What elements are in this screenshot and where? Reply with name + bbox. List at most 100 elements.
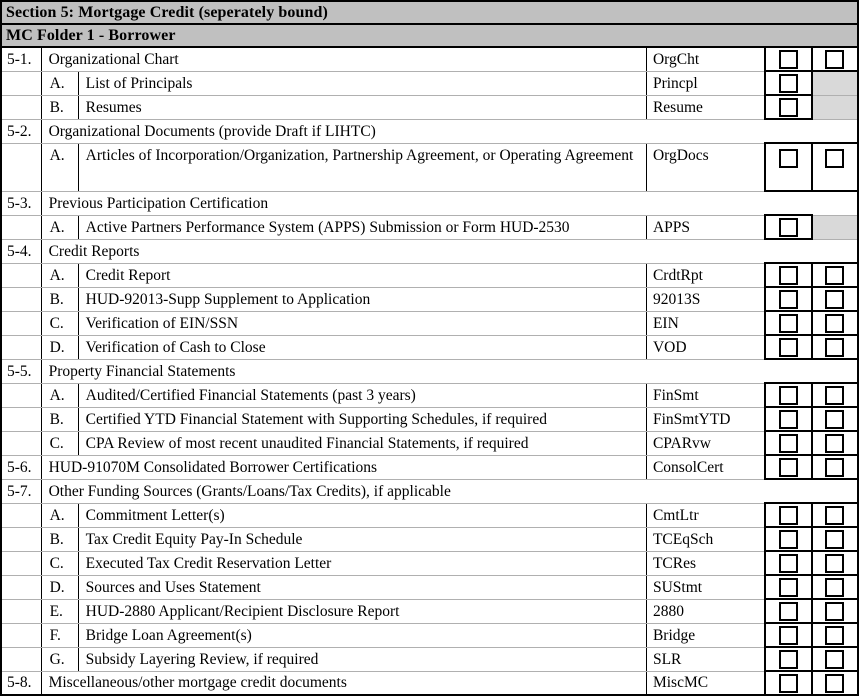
checkbox-CrdtRpt-2[interactable]: [825, 266, 845, 285]
checkbox-MiscMC-1[interactable]: [778, 674, 798, 693]
checkbox-2880-2[interactable]: [825, 602, 845, 621]
row-description: Tax Credit Equity Pay-In Schedule: [78, 527, 647, 552]
checkbox-SLR-1[interactable]: [778, 650, 798, 669]
checkbox-EIN-2[interactable]: [825, 314, 845, 333]
checkbox-ConsolCert-2[interactable]: [825, 458, 845, 477]
checkbox-Resume-1[interactable]: [778, 98, 798, 117]
checkbox-cell-SUStmt-2: [810, 574, 860, 600]
checkbox-cell-TCEqSch-1: [763, 526, 813, 552]
table-row-5-1: 5-1. Organizational Chart OrgCht: [1, 46, 860, 72]
checkbox-Princpl-1[interactable]: [778, 74, 798, 93]
checkbox-CmtLtr-2[interactable]: [825, 506, 845, 525]
row-code: CrdtRpt: [646, 263, 765, 288]
row-code: OrgCht: [646, 47, 765, 72]
row-description: Bridge Loan Agreement(s): [78, 623, 647, 648]
checkbox-cell-VOD-2: [810, 334, 860, 360]
row-description: HUD-92013-Supp Supplement to Application: [78, 287, 647, 312]
row-letter: C.: [41, 551, 79, 576]
checkbox-CrdtRpt-1[interactable]: [778, 266, 798, 285]
table-row-CrdtRpt: A. Credit Report CrdtRpt: [1, 262, 860, 288]
row-number-empty: [1, 623, 42, 648]
checkbox-Bridge-1[interactable]: [778, 626, 798, 645]
table-row-Resume: B. Resumes Resume: [1, 94, 858, 120]
row-letter: D.: [41, 335, 79, 360]
row-number-empty: [1, 383, 42, 408]
checkbox-CPARvw-1[interactable]: [778, 434, 798, 453]
row-letter: A.: [41, 215, 79, 240]
checkbox-cell-Bridge-1: [763, 622, 813, 648]
row-number-empty: [1, 71, 42, 96]
checkbox-2880-1[interactable]: [778, 602, 798, 621]
row-description: CPA Review of most recent unaudited Fina…: [78, 431, 647, 456]
checkbox-cell-FinSmtYTD-1: [763, 406, 813, 432]
checkbox-OrgCht-1[interactable]: [778, 50, 798, 69]
row-code: APPS: [646, 215, 765, 240]
checkbox-VOD-2[interactable]: [825, 338, 845, 357]
checkbox-cell-2880-1: [763, 598, 813, 624]
checkbox-TCRes-1[interactable]: [778, 554, 798, 573]
row-letter: B.: [41, 407, 79, 432]
checkbox-cell-EIN-1: [763, 310, 813, 336]
row-number-empty: [1, 311, 42, 336]
checkbox-cell-OrgCht-1: [763, 46, 813, 72]
checkbox-EIN-1[interactable]: [778, 314, 798, 333]
checkbox-92013S-2[interactable]: [825, 290, 845, 309]
checkbox-cell-CPARvw-2: [810, 430, 860, 456]
row-description: Certified YTD Financial Statement with S…: [78, 407, 647, 432]
row-description: Organizational Chart: [41, 47, 647, 72]
row-description: Resumes: [78, 95, 647, 120]
checkbox-VOD-1[interactable]: [778, 338, 798, 357]
row-code: TCRes: [646, 551, 765, 576]
checkbox-ConsolCert-1[interactable]: [778, 458, 798, 477]
checkbox-FinSmt-1[interactable]: [778, 386, 798, 405]
checkbox-MiscMC-2[interactable]: [825, 674, 845, 693]
checkbox-FinSmt-2[interactable]: [825, 386, 845, 405]
checkbox-cell-SLR-1: [763, 646, 813, 672]
checkbox-cell-MiscMC-1: [763, 670, 813, 696]
row-code: ConsolCert: [646, 455, 765, 480]
row-number: 5-4.: [1, 239, 42, 264]
checkbox-FinSmtYTD-2[interactable]: [825, 410, 845, 429]
row-code: SLR: [646, 647, 765, 672]
checkbox-TCRes-2[interactable]: [825, 554, 845, 573]
checkbox-SUStmt-1[interactable]: [778, 578, 798, 597]
checkbox-SUStmt-2[interactable]: [825, 578, 845, 597]
checkbox-FinSmtYTD-1[interactable]: [778, 410, 798, 429]
checkbox-cell-SUStmt-1: [763, 574, 813, 600]
checkbox-CmtLtr-1[interactable]: [778, 506, 798, 525]
checkbox-cell-VOD-1: [763, 334, 813, 360]
table-row-OrgDocs: A. Articles of Incorporation/Organization…: [1, 142, 860, 192]
row-number-empty: [1, 503, 42, 528]
row-number: 5-6.: [1, 455, 42, 480]
row-description: Credit Reports: [41, 239, 858, 264]
checkbox-Bridge-2[interactable]: [825, 626, 845, 645]
table-row-Bridge: F. Bridge Loan Agreement(s) Bridge: [1, 622, 860, 648]
checkbox-cell-Princpl-1: [763, 70, 813, 96]
row-number-empty: [1, 95, 42, 120]
checkbox-cell-CmtLtr-2: [810, 502, 860, 528]
row-number-empty: [1, 551, 42, 576]
checkbox-OrgDocs-1[interactable]: [778, 149, 798, 168]
checkbox-OrgCht-2[interactable]: [825, 50, 845, 69]
row-number-empty: [1, 431, 42, 456]
row-number-empty: [1, 287, 42, 312]
row-number-empty: [1, 215, 42, 240]
table-row-5-5: 5-5. Property Financial Statements: [1, 359, 858, 384]
row-description: HUD-91070M Consolidated Borrower Certifi…: [41, 455, 647, 480]
row-number-empty: [1, 143, 42, 192]
checkbox-APPS-1[interactable]: [778, 218, 798, 237]
checkbox-92013S-1[interactable]: [778, 290, 798, 309]
checkbox-TCEqSch-1[interactable]: [778, 530, 798, 549]
checkbox-TCEqSch-2[interactable]: [825, 530, 845, 549]
row-description: Miscellaneous/other mortgage credit docu…: [41, 671, 647, 696]
row-number: 5-8.: [1, 671, 42, 696]
row-letter: E.: [41, 599, 79, 624]
row-number-empty: [1, 575, 42, 600]
checkbox-cell-TCRes-1: [763, 550, 813, 576]
checkbox-OrgDocs-2[interactable]: [825, 149, 845, 168]
checkbox-CPARvw-2[interactable]: [825, 434, 845, 453]
row-code: TCEqSch: [646, 527, 765, 552]
checkbox-cell-CmtLtr-1: [763, 502, 813, 528]
checkbox-SLR-2[interactable]: [825, 650, 845, 669]
